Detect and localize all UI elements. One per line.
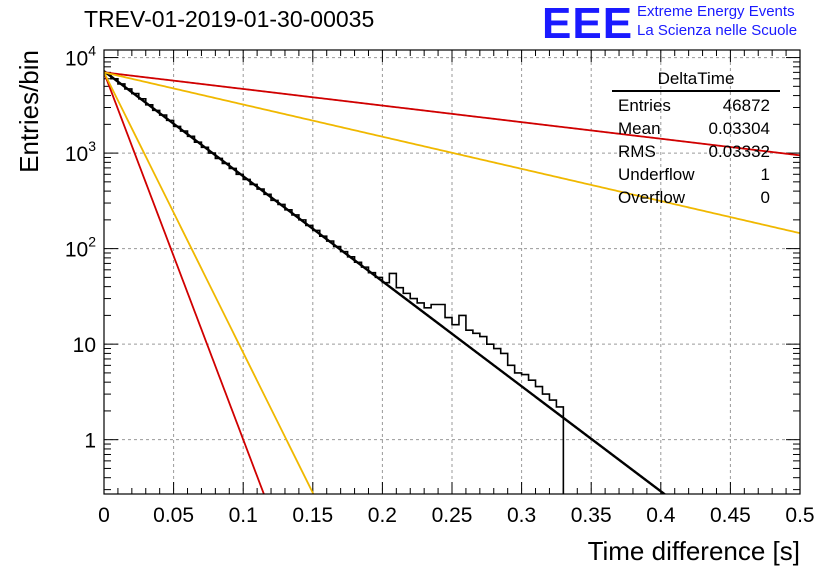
stats-label: RMS <box>618 142 656 161</box>
fit-line <box>104 71 800 235</box>
plot-frame <box>103 49 801 495</box>
stats-title: DeltaTime <box>612 69 780 92</box>
stats-value: 46872 <box>722 96 770 115</box>
fit-line <box>104 70 667 494</box>
fit-line <box>104 71 315 494</box>
logo-line-1: Extreme Energy Events <box>637 3 795 20</box>
stats-value: 0.03332 <box>708 142 770 161</box>
logo-caption: Extreme Energy Events La Scienza nelle S… <box>637 2 797 40</box>
x-tick-label: 0.5 <box>785 504 814 527</box>
fit-line <box>104 72 265 494</box>
y-tick-label: 102 <box>65 234 96 262</box>
y-axis-label: Entries/bin <box>14 50 44 173</box>
logo-line-2: La Scienza nelle Scuole <box>637 22 798 39</box>
stats-row: Overflow 0 <box>612 186 780 209</box>
x-tick-label: 0.15 <box>292 504 333 527</box>
x-tick-label: 0.3 <box>507 504 536 527</box>
stats-value: 0 <box>760 188 770 207</box>
x-tick-label: 0.2 <box>368 504 397 527</box>
x-axis-label: Time difference [s] <box>588 536 800 566</box>
stats-row: RMS 0.03332 <box>612 140 780 163</box>
x-tick-label: 0.4 <box>646 504 676 527</box>
x-tick-label: 0.35 <box>571 504 612 527</box>
y-tick-label: 104 <box>65 43 96 71</box>
stats-label: Overflow <box>618 188 686 207</box>
stats-label: Underflow <box>618 165 695 184</box>
x-tick-label: 0.1 <box>229 504 258 527</box>
y-tick-label: 10 <box>73 334 96 357</box>
eee-logo: EEE <box>542 0 634 48</box>
stats-row: Underflow 1 <box>612 163 780 186</box>
y-tick-label: 103 <box>65 138 96 166</box>
x-tick-label: 0 <box>98 504 110 527</box>
x-tick-label: 0.25 <box>432 504 473 527</box>
chart-title: TREV-01-2019-01-30-00035 <box>84 6 375 32</box>
x-tick-label: 0.05 <box>153 504 194 527</box>
stats-label: Mean <box>618 119 661 138</box>
y-tick-label: 1 <box>84 430 96 453</box>
stats-label: Entries <box>618 96 671 115</box>
fit-line <box>104 71 800 157</box>
x-tick-label: 0.45 <box>710 504 751 527</box>
stats-value: 1 <box>760 165 770 184</box>
stats-box: DeltaTime Entries 46872 Mean 0.03304 RMS 0.03… <box>612 69 780 209</box>
stats-row: Entries 46872 <box>612 94 780 117</box>
stats-row: Mean 0.03304 <box>612 117 780 140</box>
stats-rows: Entries 46872 Mean 0.03304 RMS 0.03332 Underfl… <box>612 94 780 209</box>
stats-value: 0.03304 <box>708 119 770 138</box>
